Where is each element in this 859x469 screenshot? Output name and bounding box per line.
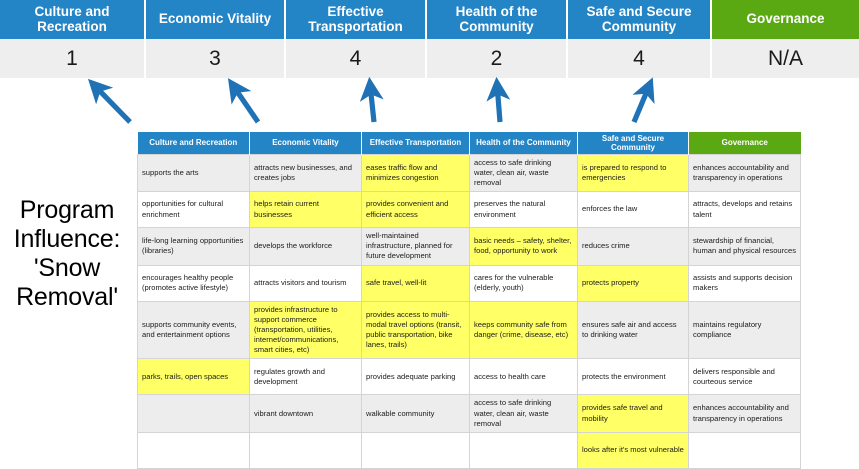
matrix-cell: maintains regulatory compliance	[688, 300, 801, 360]
matrix-cell: provides adequate parking	[361, 358, 470, 396]
matrix-cell: protects property	[577, 264, 689, 302]
matrix-cell: supports community events, and entertain…	[137, 300, 250, 360]
arrow-up-left-icon-2	[227, 78, 261, 124]
influence-matrix: Culture and Recreation Economic Vitality…	[137, 132, 801, 469]
matrix-cell: eases traffic flow and minimizes congest…	[361, 153, 470, 193]
matrix-cell	[469, 431, 578, 469]
matrix-cell: well-maintained infrastructure, planned …	[361, 227, 470, 266]
score-header-economic-vitality: Economic Vitality	[146, 0, 286, 39]
matrix-cell: enhances accountability and transparency…	[688, 394, 801, 433]
matrix-cell: encourages healthy people (promotes acti…	[137, 264, 250, 302]
matrix-cell: safe travel, well-lit	[361, 264, 470, 302]
matrix-header-governance: Governance	[688, 132, 801, 154]
table-row: opportunities for cultural enrichment he…	[137, 191, 801, 229]
matrix-cell: attracts new businesses, and creates job…	[249, 153, 362, 193]
score-strip: Culture and Recreation Economic Vitality…	[0, 0, 859, 78]
matrix-cell: preserves the natural environment	[469, 191, 578, 229]
score-value-safe-and-secure-community: 4	[568, 39, 712, 78]
score-value-economic-vitality: 3	[146, 39, 286, 78]
matrix-header-effective-transportation: Effective Transportation	[361, 132, 470, 154]
score-header-safe-and-secure-community: Safe and Secure Community	[568, 0, 712, 39]
matrix-cell: helps retain current businesses	[249, 191, 362, 229]
matrix-cell: cares for the vulnerable (elderly, youth…	[469, 264, 578, 302]
page-title: Program Influence: 'Snow Removal'	[2, 196, 132, 312]
matrix-cell: supports the arts	[137, 153, 250, 193]
table-row: vibrant downtown walkable community acce…	[137, 394, 801, 433]
matrix-cell: reduces crime	[577, 227, 689, 266]
matrix-cell: access to safe drinking water, clean air…	[469, 153, 578, 193]
score-strip-value-row: 1 3 4 2 4 N/A	[0, 39, 859, 78]
matrix-cell	[361, 431, 470, 469]
score-value-health-of-the-community: 2	[427, 39, 568, 78]
arrow-up-left-icon-1	[87, 78, 132, 124]
matrix-header-culture-and-recreation: Culture and Recreation	[137, 132, 250, 154]
score-value-effective-transportation: 4	[286, 39, 427, 78]
matrix-header-safe-and-secure-community: Safe and Secure Community	[577, 132, 689, 154]
matrix-cell: provides infrastructure to support comme…	[249, 300, 362, 360]
score-header-governance: Governance	[712, 0, 859, 39]
matrix-cell: is prepared to respond to emergencies	[577, 153, 689, 193]
score-header-effective-transportation: Effective Transportation	[286, 0, 427, 39]
table-row: life-long learning opportunities (librar…	[137, 227, 801, 266]
matrix-cell: enforces the law	[577, 191, 689, 229]
matrix-cell: opportunities for cultural enrichment	[137, 191, 250, 229]
matrix-cell: life-long learning opportunities (librar…	[137, 227, 250, 266]
score-header-culture-and-recreation: Culture and Recreation	[0, 0, 146, 39]
matrix-cell: access to safe drinking water, clean air…	[469, 394, 578, 433]
arrow-up-icon-3	[359, 76, 384, 123]
matrix-cell: enhances accountability and transparency…	[688, 153, 801, 193]
matrix-cell: provides convenient and efficient access	[361, 191, 470, 229]
matrix-cell	[137, 394, 250, 433]
score-value-governance: N/A	[712, 39, 859, 78]
matrix-cell	[249, 431, 362, 469]
matrix-cell: keeps community safe from danger (crime,…	[469, 300, 578, 360]
matrix-cell: parks, trails, open spaces	[137, 358, 250, 396]
score-header-health-of-the-community: Health of the Community	[427, 0, 568, 39]
matrix-cell	[688, 431, 801, 469]
matrix-cell: basic needs – safety, shelter, food, opp…	[469, 227, 578, 266]
caption-line-3: 'Snow	[33, 254, 101, 282]
matrix-cell: attracts, develops and retains talent	[688, 191, 801, 229]
arrow-up-icon-4	[486, 76, 511, 123]
matrix-header-health-of-the-community: Health of the Community	[469, 132, 578, 154]
caption-line-2: Influence:	[13, 225, 121, 253]
arrow-group	[87, 76, 655, 124]
table-row: encourages healthy people (promotes acti…	[137, 264, 801, 302]
matrix-cell: assists and supports decision makers	[688, 264, 801, 302]
table-row: supports the arts attracts new businesse…	[137, 153, 801, 193]
score-value-culture-and-recreation: 1	[0, 39, 146, 78]
matrix-header-economic-vitality: Economic Vitality	[249, 132, 362, 154]
matrix-cell: protects the environment	[577, 358, 689, 396]
table-row: parks, trails, open spaces regulates gro…	[137, 358, 801, 396]
matrix-cell: access to health care	[469, 358, 578, 396]
matrix-cell: ensures safe air and access to drinking …	[577, 300, 689, 360]
matrix-cell: stewardship of financial, human and phys…	[688, 227, 801, 266]
matrix-cell: provides safe travel and mobility	[577, 394, 689, 433]
matrix-cell: provides access to multi-modal travel op…	[361, 300, 470, 360]
matrix-header-row: Culture and Recreation Economic Vitality…	[137, 132, 801, 154]
matrix-cell: walkable community	[361, 394, 470, 433]
matrix-cell	[137, 431, 250, 469]
matrix-cell: looks after it's most vulnerable	[577, 431, 689, 469]
caption-line-4: Removal'	[16, 283, 118, 311]
score-strip-header-row: Culture and Recreation Economic Vitality…	[0, 0, 859, 39]
matrix-cell: attracts visitors and tourism	[249, 264, 362, 302]
table-row: looks after it's most vulnerable	[137, 431, 801, 469]
table-row: supports community events, and entertain…	[137, 300, 801, 360]
matrix-cell: delivers responsible and courteous servi…	[688, 358, 801, 396]
matrix-cell: regulates growth and development	[249, 358, 362, 396]
caption-line-1: Program	[19, 196, 115, 224]
matrix-cell: vibrant downtown	[249, 394, 362, 433]
matrix-cell: develops the workforce	[249, 227, 362, 266]
arrow-up-left-icon-5	[631, 77, 655, 124]
matrix-body: supports the arts attracts new businesse…	[137, 153, 801, 469]
